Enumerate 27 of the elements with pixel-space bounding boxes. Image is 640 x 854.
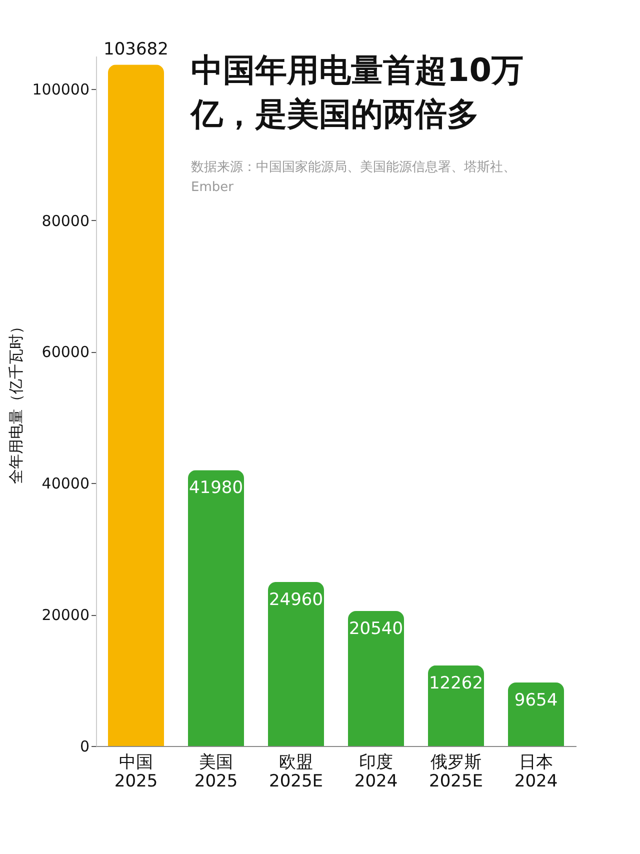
bar <box>508 682 564 746</box>
annotation: 数据来源：中国国家能源局、美国能源信息署、塔斯社、Ember <box>191 159 516 195</box>
x-tick-label: 欧盟 2025E <box>268 752 324 792</box>
x-tick-label: 俄罗斯 2025E <box>428 752 484 792</box>
data-label: 9654 <box>514 690 558 711</box>
bar <box>108 64 164 746</box>
y-tick-label: 40000 <box>42 474 90 493</box>
x-tick-label: 印度 2024 <box>354 752 398 792</box>
y-tick-label: 80000 <box>42 212 90 230</box>
bar <box>428 665 484 746</box>
y-tick-label: 20000 <box>42 606 90 624</box>
data-label: 24960 <box>268 590 324 610</box>
y-tick-label: 100000 <box>32 80 90 98</box>
data-label: 20540 <box>348 619 404 640</box>
bar <box>188 470 244 746</box>
x-tick-label: 中国 2025 <box>114 752 158 792</box>
x-tick-label: 日本 2024 <box>514 752 558 792</box>
bar <box>348 611 404 746</box>
text: 中国年用电量首超10万亿，是美国的两倍多 <box>189 51 524 133</box>
data-label: 41980 <box>188 478 244 498</box>
bar <box>268 582 324 746</box>
data-label: 12262 <box>428 673 484 694</box>
y-axis-title: 全年用电量（亿千瓦时） <box>7 319 26 484</box>
data-label: 103682 <box>104 40 168 60</box>
x-tick-label: 美国 2025 <box>194 752 238 792</box>
y-tick-label: 0 <box>80 738 90 756</box>
y-tick-label: 60000 <box>42 343 90 362</box>
